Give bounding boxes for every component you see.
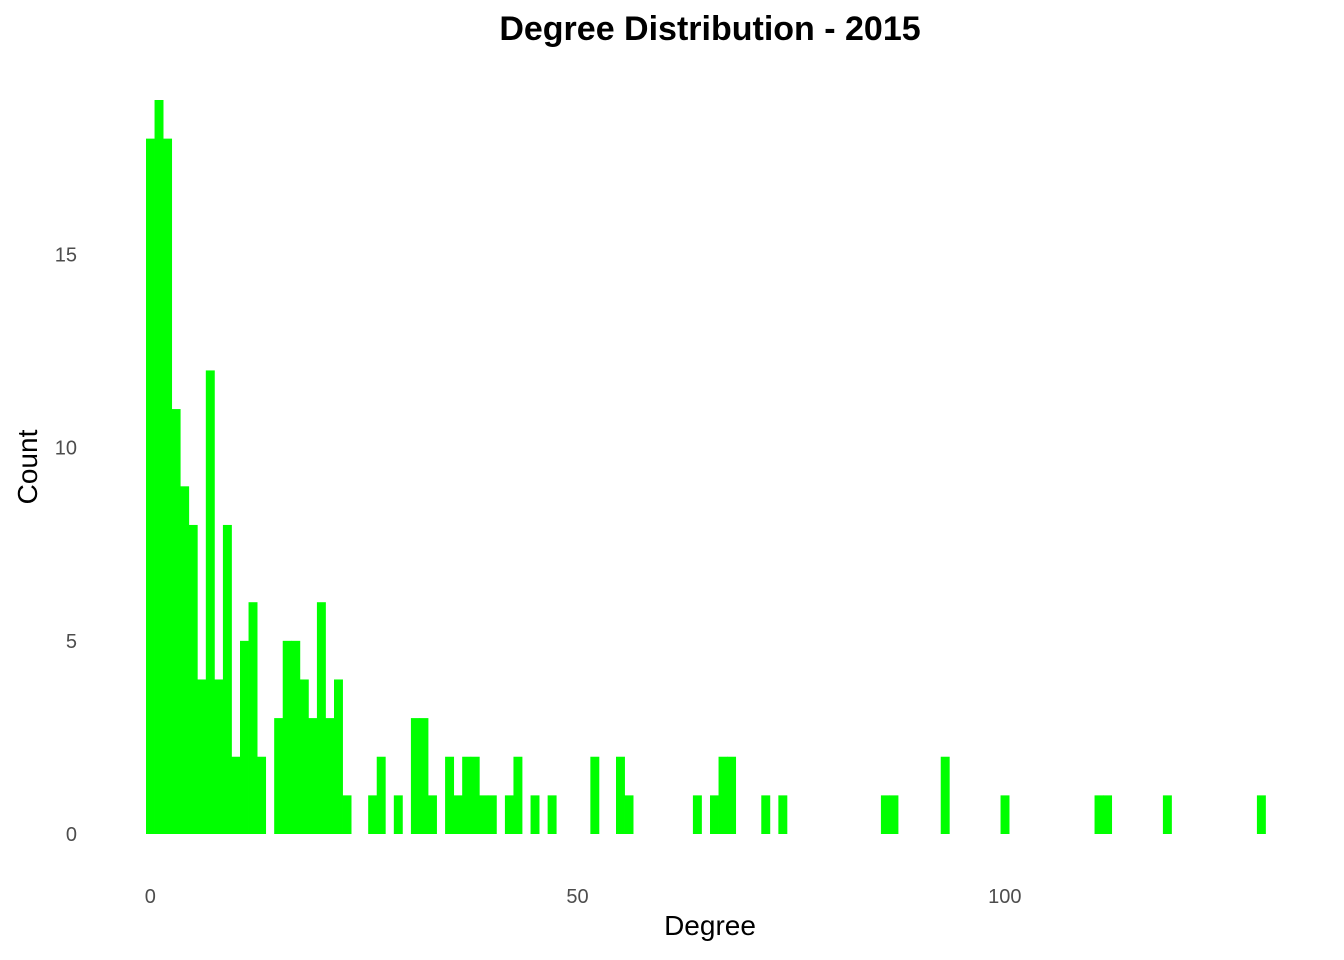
x-axis-ticks: 0 50 100: [145, 886, 1022, 908]
histogram-bar: [240, 640, 249, 834]
histogram-bar: [624, 795, 634, 834]
histogram-bar: [325, 718, 335, 834]
histogram-bar: [513, 756, 523, 834]
histogram-bar: [291, 640, 301, 834]
histogram-bar: [889, 795, 899, 834]
histogram-bar: [470, 756, 480, 834]
histogram-bar: [504, 795, 514, 834]
histogram-bar: [1094, 795, 1104, 834]
y-tick-label: 0: [66, 824, 77, 846]
histogram-bar: [1162, 795, 1172, 834]
histogram-bar: [479, 795, 489, 834]
histogram-bar: [299, 679, 309, 834]
histogram-bar: [616, 756, 625, 834]
y-axis-ticks: 0 5 10 15: [55, 245, 77, 846]
histogram-bar: [376, 756, 386, 834]
bar-group: [146, 100, 1266, 834]
histogram-bar: [274, 718, 284, 834]
histogram-bar: [778, 795, 788, 834]
histogram-bar: [368, 795, 378, 834]
histogram-bar: [940, 756, 950, 834]
x-axis-label: Degree: [664, 910, 756, 941]
x-tick-label: 0: [145, 886, 156, 908]
histogram-bar: [692, 795, 702, 834]
histogram-bar: [462, 756, 472, 834]
chart-title: Degree Distribution - 2015: [499, 10, 921, 48]
histogram-bar: [163, 138, 173, 834]
histogram-bar: [547, 795, 557, 834]
histogram-bar: [727, 756, 737, 834]
histogram-bar: [257, 756, 267, 834]
histogram-bar: [248, 602, 258, 834]
histogram-bar: [453, 795, 463, 834]
y-tick-label: 10: [55, 438, 77, 460]
histogram-bar: [393, 795, 403, 834]
histogram-bar: [197, 679, 207, 834]
histogram-bar: [1000, 795, 1010, 834]
histogram-bar: [880, 795, 890, 834]
y-tick-label: 15: [55, 245, 77, 267]
histogram-bar: [146, 138, 155, 834]
histogram-bar: [410, 718, 420, 834]
histogram-bar: [419, 718, 429, 834]
histogram-bar: [590, 756, 600, 834]
histogram-bar: [171, 409, 181, 834]
y-tick-label: 5: [66, 631, 77, 653]
histogram-bar: [205, 370, 215, 834]
histogram-bar: [428, 795, 437, 834]
x-tick-label: 100: [988, 886, 1021, 908]
histogram-bar: [445, 756, 455, 834]
histogram-bar: [334, 679, 343, 834]
histogram-bar: [214, 679, 224, 834]
histogram-bar: [231, 756, 241, 834]
histogram-bar: [222, 524, 232, 834]
x-tick-label: 50: [566, 886, 588, 908]
y-axis-label: Count: [12, 429, 43, 505]
histogram-bar: [180, 486, 190, 834]
histogram-bar: [761, 795, 771, 834]
histogram-bar: [1103, 795, 1113, 834]
histogram-bar: [316, 602, 326, 834]
histogram-bar: [487, 795, 497, 834]
histogram-bar: [530, 795, 540, 834]
histogram-bar: [710, 795, 719, 834]
histogram-bar: [188, 524, 198, 834]
histogram-bar: [282, 640, 292, 834]
histogram-bar: [1256, 795, 1266, 834]
histogram-bar: [342, 795, 352, 834]
histogram-bar: [154, 100, 164, 834]
histogram-bar: [718, 756, 728, 834]
histogram-bar: [308, 718, 318, 834]
